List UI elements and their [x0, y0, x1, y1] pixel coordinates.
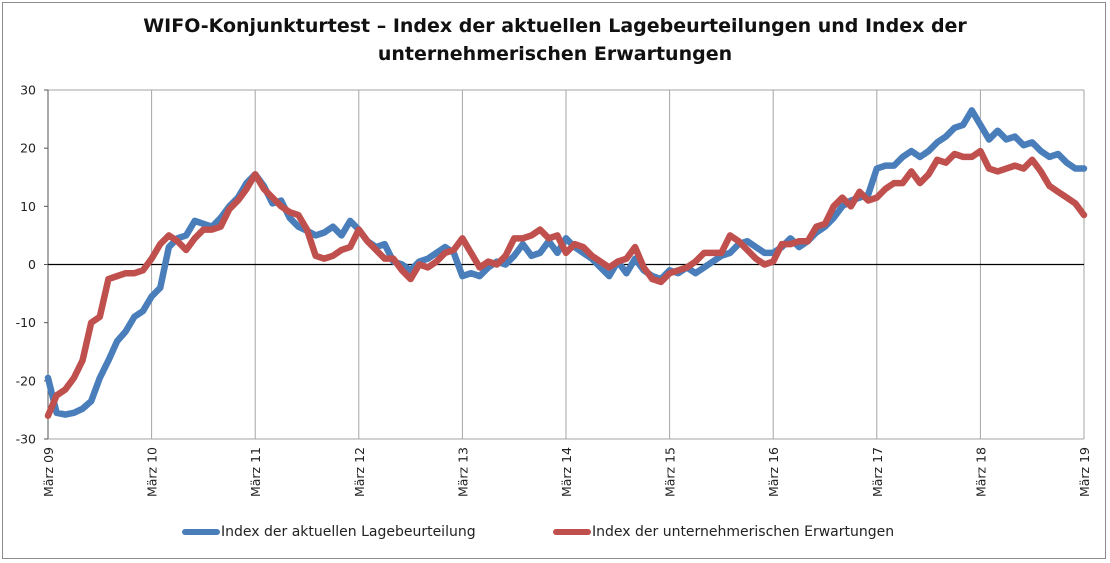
y-tick-label: 0 [28, 257, 36, 272]
series-line-lagebeurteilung [44, 107, 1088, 418]
x-tick-label: März 12 [352, 447, 367, 497]
series-line-erwartungen [44, 147, 1088, 419]
x-tick-label: März 19 [1077, 447, 1092, 497]
axes [44, 89, 1084, 440]
y-tick-label: -20 [16, 373, 36, 388]
legend-item-erwartungen: Index der unternehmerischen Erwartungen [553, 524, 894, 540]
legend-swatch-blue [182, 529, 220, 535]
legend-item-lagebeurteilung: Index der aktuellen Lagebeurteilung [182, 524, 476, 540]
x-tick-label: März 18 [973, 447, 988, 497]
y-tick-label: -30 [16, 432, 36, 447]
x-tick-labels: März 09 März 10 März 11 März 12 März 13 März … [41, 447, 1092, 497]
chart-title: WIFO-Konjunkturtest – Index der aktuelle… [0, 12, 1110, 68]
legend-label-erwartungen: Index der unternehmerischen Erwartungen [592, 524, 895, 540]
legend-label-lagebeurteilung: Index der aktuellen Lagebeurteilung [221, 524, 476, 540]
y-tick-label: 30 [20, 83, 36, 98]
x-tick-label: März 10 [145, 447, 160, 497]
legend: Index der aktuellen Lagebeurteilung Inde… [0, 524, 1110, 544]
chart-title-line-1: WIFO-Konjunkturtest – Index der aktuelle… [143, 15, 967, 37]
x-tick-label: März 14 [559, 447, 574, 497]
chart-title-line-2: unternehmerischen Erwartungen [377, 43, 733, 65]
x-tick-label: März 11 [248, 447, 263, 497]
x-tick-label: März 09 [41, 447, 56, 497]
x-tick-label: März 17 [870, 447, 885, 497]
x-tick-label: März 13 [455, 447, 470, 497]
y-tick-label: 20 [20, 141, 36, 156]
x-tick-label: März 16 [766, 447, 781, 497]
y-tick-label: 10 [20, 199, 36, 214]
y-tick-label: -10 [16, 315, 36, 330]
x-tick-label: März 15 [663, 447, 678, 497]
series-lines [44, 107, 1088, 419]
legend-swatch-red [553, 529, 591, 535]
y-tick-labels: 30 20 10 0 -10 -20 -30 [16, 83, 36, 447]
